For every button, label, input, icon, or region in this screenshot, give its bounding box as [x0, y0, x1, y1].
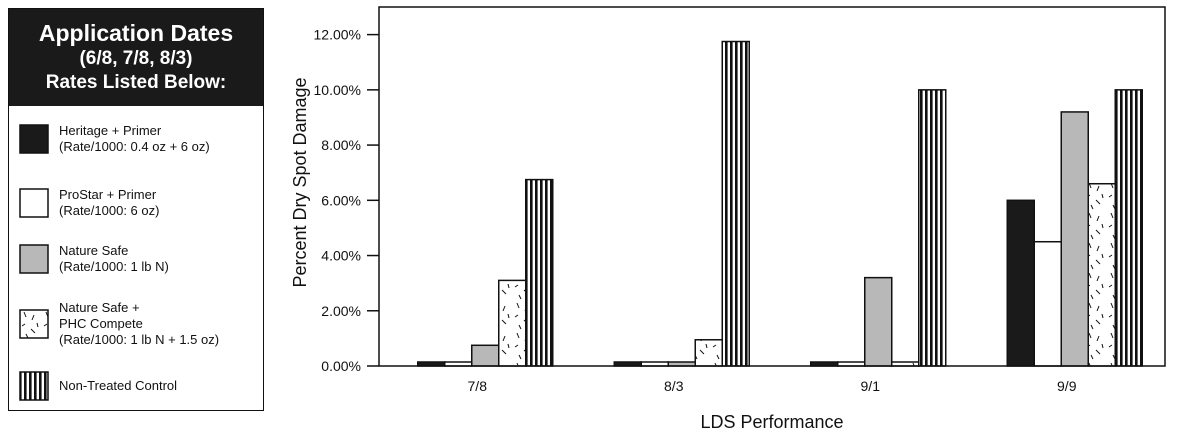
bar-vertical-stripes — [525, 178, 554, 367]
legend-panel: Application Dates (6/8, 7/8, 8/3) Rates … — [8, 8, 264, 411]
legend-swatch-gray — [19, 244, 49, 274]
y-tick-label: 10.00% — [314, 82, 361, 98]
bar-gray — [1060, 111, 1089, 367]
legend-header-title: Application Dates — [38, 20, 234, 46]
bar-vertical-stripes — [1114, 89, 1143, 367]
legend-swatch-white — [19, 188, 49, 218]
legend-swatch-solid-black — [19, 124, 49, 154]
legend-item: ProStar + Primer (Rate/1000: 6 oz) — [9, 177, 263, 229]
legend-header: Application Dates (6/8, 7/8, 8/3) Rates … — [9, 9, 263, 106]
y-axis-title: Percent Dry Spot Damage — [290, 77, 310, 287]
bar-vertical-stripes — [918, 89, 947, 367]
bar-dashed-speckle — [694, 339, 723, 367]
chart: 0.00% 2.00% 4.00% 6.00% 8.00% 10.00% 12.00% Per… — [290, 6, 1166, 432]
plot-area: 0.00% 2.00% 4.00% 6.00% 8.00% 10.00% 12.00% Per… — [290, 6, 1166, 432]
x-tick-label: 8/3 — [664, 378, 684, 394]
legend-label: Nature Safe (Rate/1000: 1 lb N) — [59, 243, 169, 275]
legend-label-line: Nature Safe — [59, 243, 129, 258]
legend-label-line: ProStar + Primer — [59, 187, 157, 202]
x-axis-title: LDS Performance — [700, 412, 843, 432]
bar-gray — [471, 344, 500, 367]
legend-label: Heritage + Primer (Rate/1000: 0.4 oz + 6 … — [59, 123, 210, 155]
x-tick-label: 9/1 — [861, 378, 881, 394]
y-tick-label: 2.00% — [321, 303, 361, 319]
x-tick-label: 7/8 — [468, 378, 488, 394]
legend-item: Heritage + Primer (Rate/1000: 0.4 oz + 6 … — [9, 109, 263, 169]
y-tick-label: 8.00% — [321, 137, 361, 153]
x-tick-label: 9/9 — [1057, 378, 1077, 394]
bar-vertical-stripes — [721, 40, 750, 367]
legend-label-line: (Rate/1000: 0.4 oz + 6 oz) — [59, 139, 210, 154]
legend-label-line: Nature Safe + — [59, 300, 140, 315]
legend-swatch-vertical-stripes — [19, 371, 49, 401]
plot-frame — [378, 6, 1166, 367]
legend-label-line: (Rate/1000: 6 oz) — [59, 203, 160, 218]
legend-item: Nature Safe + PHC Compete (Rate/1000: 1 lb… — [9, 289, 263, 359]
bar-dashed-speckle — [498, 279, 527, 367]
legend-label-line: (Rate/1000: 1 lb N) — [59, 259, 169, 274]
legend-label: Non-Treated Control — [59, 378, 177, 394]
legend-header-dates: (6/8, 7/8, 8/3) — [79, 48, 193, 69]
y-tick-label: 4.00% — [321, 248, 361, 264]
y-tick-label: 12.00% — [314, 27, 361, 43]
bar-white — [1033, 240, 1062, 367]
bar-solid-black — [1006, 199, 1035, 367]
legend-label-line: Heritage + Primer — [59, 123, 162, 138]
legend-item: Nature Safe (Rate/1000: 1 lb N) — [9, 233, 263, 285]
y-tick-label: 0.00% — [321, 358, 361, 374]
legend-swatch-dashed-speckle — [19, 309, 49, 339]
legend-item: Non-Treated Control — [9, 366, 263, 406]
legend-label: Nature Safe + PHC Compete (Rate/1000: 1 lb… — [59, 300, 219, 348]
bar-gray — [864, 276, 893, 367]
legend-label-line: PHC Compete — [59, 316, 143, 331]
y-tick-label: 6.00% — [321, 192, 361, 208]
legend-label-line: (Rate/1000: 1 lb N + 1.5 oz) — [59, 332, 220, 347]
legend-header-rates: Rates Listed Below: — [45, 72, 227, 93]
legend-label-line: Non-Treated Control — [59, 378, 178, 393]
legend-label: ProStar + Primer (Rate/1000: 6 oz) — [59, 187, 159, 219]
bar-dashed-speckle — [1087, 182, 1116, 367]
